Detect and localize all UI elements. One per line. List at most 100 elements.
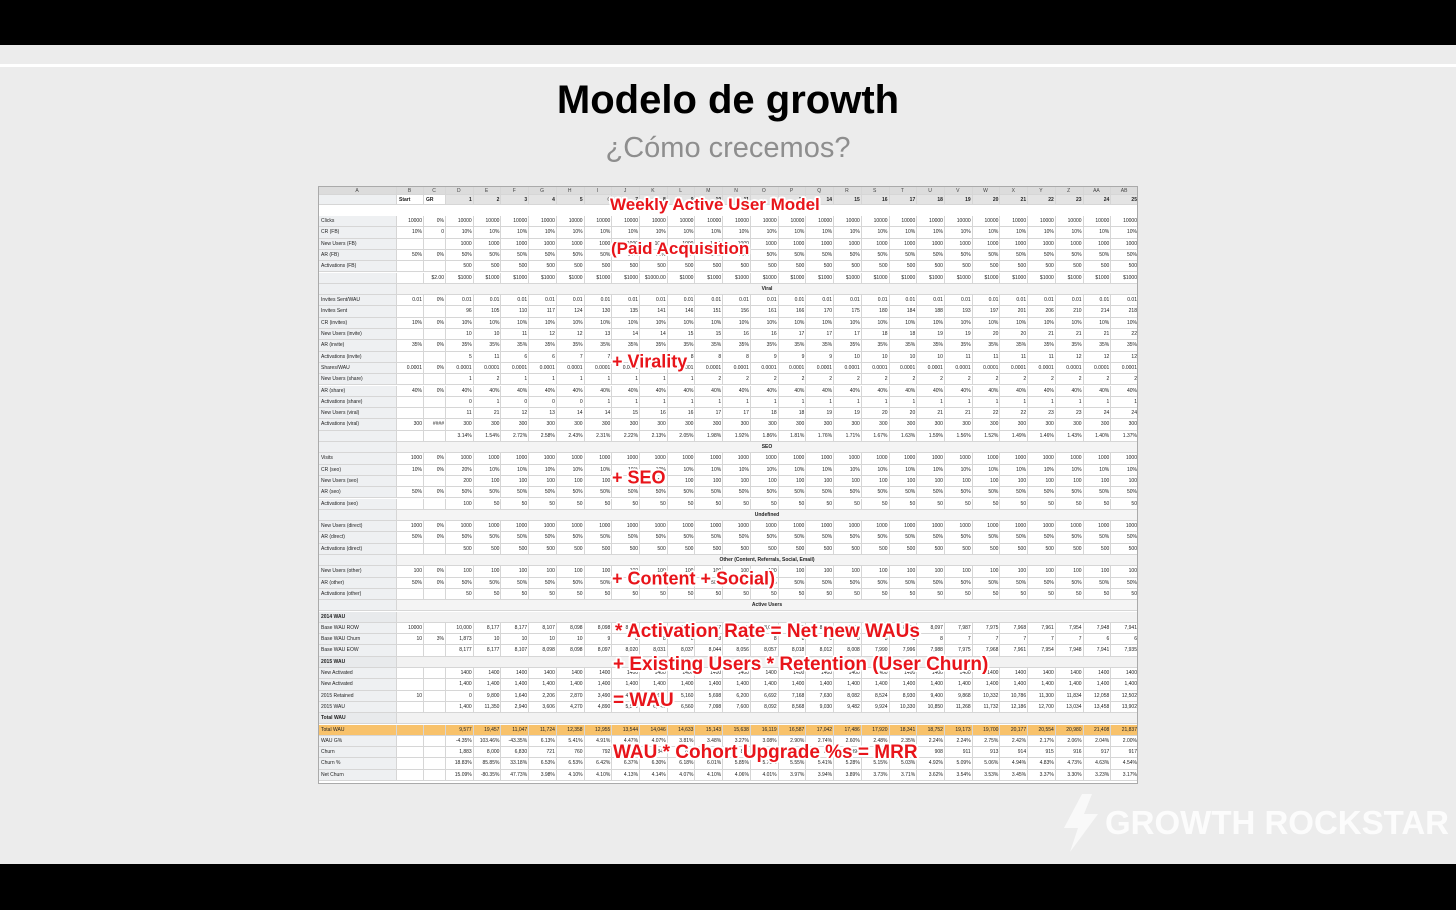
gr-cell bbox=[424, 735, 446, 748]
data-cell: 50% bbox=[501, 532, 530, 544]
data-cell: $1000 bbox=[861, 272, 890, 284]
data-cell: 100 bbox=[861, 566, 890, 578]
data-cell: 2 bbox=[1083, 374, 1112, 386]
data-cell: 22 bbox=[972, 408, 1001, 420]
gr-cell bbox=[424, 747, 446, 759]
data-cell: 1.56% bbox=[944, 430, 973, 442]
data-cell: 18.83% bbox=[446, 758, 474, 770]
data-cell: 8,037 bbox=[667, 645, 696, 657]
data-cell: 21,408 bbox=[1083, 724, 1112, 736]
data-cell: 24 bbox=[1083, 408, 1112, 420]
data-cell: 500 bbox=[723, 543, 751, 555]
data-cell: 21 bbox=[944, 408, 973, 420]
column-letter: Z bbox=[1055, 187, 1084, 195]
data-cell: 50 bbox=[972, 498, 1001, 510]
data-cell: 1000 bbox=[889, 453, 918, 465]
data-cell: 35% bbox=[917, 340, 945, 352]
data-cell: 10000 bbox=[584, 216, 613, 228]
column-letter: N bbox=[723, 187, 751, 195]
data-cell: 50 bbox=[778, 588, 807, 601]
data-cell: 6 bbox=[1111, 634, 1137, 646]
data-cell: 12 bbox=[1055, 351, 1084, 363]
data-cell: 50% bbox=[1111, 487, 1137, 499]
data-cell: 1000 bbox=[1111, 521, 1137, 533]
data-cell: 0.01 bbox=[640, 295, 668, 307]
annotation: + Existing Users * Retention (User Churn… bbox=[613, 654, 989, 675]
data-cell: 1,400 bbox=[972, 679, 1001, 691]
data-cell: 500 bbox=[640, 543, 668, 555]
data-cell: 50 bbox=[501, 498, 530, 510]
week-number: 3 bbox=[501, 195, 530, 205]
data-cell: 3.45% bbox=[1000, 769, 1029, 781]
data-cell: 500 bbox=[778, 261, 807, 273]
data-cell: 20,980 bbox=[1055, 724, 1084, 736]
data-cell: 50% bbox=[529, 249, 557, 262]
gr-cell: 0 bbox=[424, 227, 446, 239]
data-cell: 100 bbox=[1083, 566, 1112, 578]
data-cell: 50% bbox=[695, 532, 724, 544]
data-cell: 50% bbox=[556, 532, 585, 544]
data-cell: 14,046 bbox=[640, 724, 668, 736]
data-cell: 50 bbox=[861, 588, 890, 601]
data-cell: 0 bbox=[556, 396, 585, 409]
data-cell: -4.35% bbox=[446, 735, 474, 748]
data-cell: 50 bbox=[529, 588, 557, 601]
data-cell: 50 bbox=[473, 498, 502, 510]
row-label bbox=[319, 442, 397, 454]
data-cell: 3.98% bbox=[529, 769, 557, 781]
gr-cell: 0% bbox=[424, 362, 446, 375]
data-cell: $1000 bbox=[1055, 272, 1084, 284]
data-cell: 50% bbox=[1055, 532, 1084, 544]
data-cell: 8 bbox=[695, 634, 724, 646]
data-cell: 50% bbox=[1000, 249, 1029, 262]
data-cell: 20 bbox=[1000, 329, 1029, 341]
section-title: Viral bbox=[397, 283, 1137, 296]
data-cell: 11 bbox=[944, 351, 973, 363]
data-cell: 100 bbox=[1028, 566, 1056, 578]
data-cell: 40% bbox=[473, 385, 502, 397]
data-cell: 50% bbox=[778, 577, 807, 589]
data-cell: 96 bbox=[446, 306, 474, 318]
gr-cell: 0% bbox=[424, 487, 446, 499]
data-cell: 100 bbox=[501, 566, 530, 578]
data-cell: 50% bbox=[806, 249, 835, 262]
data-cell: 3.73% bbox=[861, 769, 890, 781]
data-cell: 8,044 bbox=[695, 645, 724, 657]
data-cell: 50 bbox=[944, 498, 973, 510]
row-label: New Users (direct) bbox=[319, 521, 397, 533]
data-cell: 7,961 bbox=[1028, 622, 1056, 635]
data-cell: 35% bbox=[1000, 340, 1029, 352]
start-cell bbox=[397, 645, 424, 657]
data-cell: 17,486 bbox=[834, 724, 862, 736]
data-cell: 2.13% bbox=[640, 430, 668, 442]
gr-cell bbox=[424, 588, 446, 601]
data-cell: 50% bbox=[473, 487, 502, 499]
column-letter: K bbox=[640, 187, 668, 195]
data-cell: 18,752 bbox=[917, 724, 945, 736]
data-cell: 721 bbox=[529, 747, 557, 759]
data-cell: 1,400 bbox=[917, 679, 945, 691]
data-cell: 50% bbox=[1028, 487, 1056, 499]
start-cell bbox=[397, 588, 424, 601]
data-cell: 2.06% bbox=[1055, 735, 1084, 748]
start-cell bbox=[397, 351, 424, 363]
data-cell: 500 bbox=[501, 543, 530, 555]
data-cell: 300 bbox=[861, 419, 890, 431]
data-cell: 50% bbox=[723, 532, 751, 544]
column-letter: H bbox=[556, 187, 585, 195]
data-cell: $1000 bbox=[529, 272, 557, 284]
data-cell: 8 bbox=[889, 634, 918, 646]
data-cell: 50% bbox=[750, 577, 779, 589]
week-number: 13 bbox=[778, 195, 807, 205]
data-cell: 100 bbox=[529, 475, 557, 488]
data-cell: 1000 bbox=[446, 453, 474, 465]
week-number: 5 bbox=[556, 195, 585, 205]
data-cell: 1 bbox=[446, 374, 474, 386]
gr-cell bbox=[424, 622, 446, 635]
data-cell: 50% bbox=[584, 487, 613, 499]
data-cell: 1,400 bbox=[612, 679, 641, 691]
data-cell: 7,975 bbox=[972, 622, 1001, 635]
data-cell: 8 bbox=[667, 634, 696, 646]
data-cell: 100 bbox=[640, 566, 668, 578]
data-cell: 1,400 bbox=[529, 679, 557, 691]
